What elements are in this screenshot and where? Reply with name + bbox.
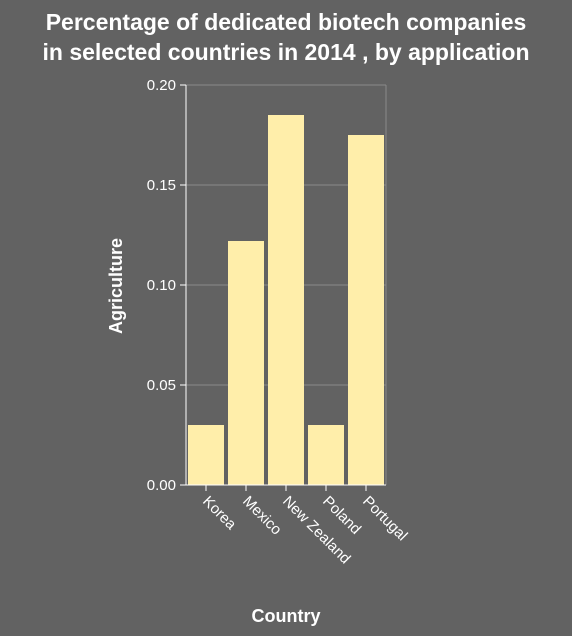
bar-poland <box>308 425 344 485</box>
y-tick-label: 0.00 <box>147 477 176 494</box>
chart-title-line-2: in selected countries in 2014 , by appli… <box>43 39 530 65</box>
bars <box>188 115 384 485</box>
bar-korea <box>188 425 224 485</box>
y-tick-label: 0.20 <box>147 77 176 94</box>
y-tick-labels: 0.00 0.05 0.10 0.15 0.20 <box>147 77 176 494</box>
x-axis-title: Country <box>252 606 321 626</box>
y-axis-title: Agriculture <box>106 238 126 334</box>
bar-mexico <box>228 241 264 485</box>
x-tick-label: Portugal <box>359 493 411 545</box>
y-tick-label: 0.05 <box>147 377 176 394</box>
x-tick-label: Mexico <box>239 493 285 539</box>
chart-title-line-1: Percentage of dedicated biotech companie… <box>46 9 527 35</box>
bar-portugal <box>348 135 384 485</box>
y-tick-label: 0.15 <box>147 177 176 194</box>
y-tick-label: 0.10 <box>147 277 176 294</box>
bar-new-zealand <box>268 115 304 485</box>
x-tick-label: Korea <box>199 493 240 534</box>
axes <box>180 84 387 491</box>
